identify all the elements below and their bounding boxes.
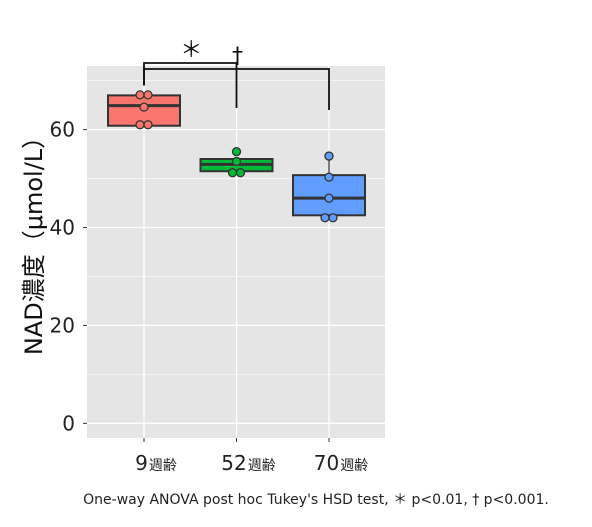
- data-point: [135, 120, 145, 130]
- data-point: [143, 90, 153, 100]
- data-point: [324, 172, 334, 182]
- x-tick-label-suffix: 週齢: [149, 458, 177, 474]
- data-point: [227, 168, 238, 178]
- x-tick-label-suffix: 週齢: [248, 458, 276, 474]
- footnote: One-way ANOVA post hoc Tukey's HSD test,…: [83, 492, 549, 508]
- x-tick-label: 70週齢: [314, 451, 368, 475]
- x-tick-label: 9週齢: [135, 451, 177, 475]
- grid-layer: [87, 66, 385, 438]
- x-tick-label-suffix: 週齢: [340, 458, 368, 474]
- y-tick-label: 60: [50, 118, 75, 142]
- axis-layer: 0 20 40 60 9週齢 52週齢 70週齢: [50, 118, 369, 475]
- data-point: [135, 90, 145, 100]
- y-tick-label: 20: [50, 313, 75, 337]
- y-tick-label: 0: [62, 411, 75, 435]
- data-point: [139, 102, 149, 112]
- significance-symbol: ＊: [180, 38, 202, 63]
- data-point: [143, 120, 153, 130]
- significance-symbol: †: [232, 44, 243, 69]
- y-axis-title: NAD濃度（μmol/L）: [20, 125, 48, 355]
- box-layer: [107, 90, 366, 223]
- data-point: [324, 193, 334, 203]
- data-point: [231, 147, 242, 157]
- significance-layer: ＊ †: [143, 38, 330, 110]
- y-tick-label: 40: [50, 216, 75, 240]
- data-point: [320, 213, 330, 223]
- data-point: [231, 156, 242, 167]
- x-tick-label: 52週齢: [221, 451, 275, 475]
- box: [292, 174, 366, 217]
- data-point: [324, 151, 334, 161]
- data-point: [328, 213, 338, 223]
- significance-bracket: [143, 68, 330, 110]
- data-point: [235, 168, 246, 178]
